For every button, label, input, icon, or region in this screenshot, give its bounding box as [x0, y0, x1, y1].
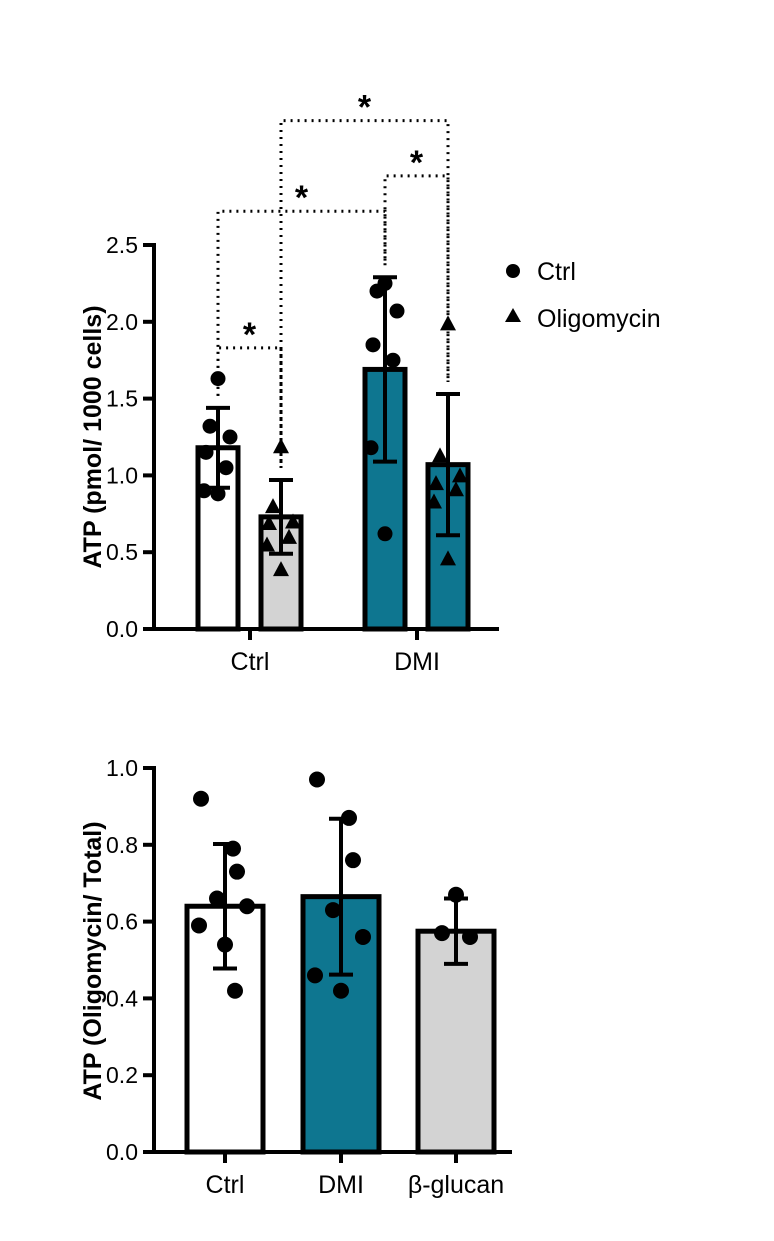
- legend: Ctrl Oligomycin: [505, 258, 661, 333]
- data-point: [355, 929, 371, 945]
- y-tick-label: 0.2: [106, 1062, 138, 1088]
- y-tick-label: 0.5: [106, 539, 138, 565]
- x-category-label: DMI: [318, 1171, 364, 1199]
- data-point: [370, 284, 385, 299]
- y-axis-title: ATP (pmol/ 1000 cells): [79, 305, 107, 568]
- data-point: [225, 841, 241, 857]
- data-point: [386, 353, 401, 368]
- data-point: [229, 864, 245, 880]
- y-tick-label: 2.5: [106, 232, 138, 258]
- legend-label-ctrl: Ctrl: [537, 258, 576, 286]
- data-point: [307, 967, 323, 983]
- y-tick-label: 1.5: [106, 386, 138, 412]
- data-point: [448, 887, 464, 903]
- x-category-label: Ctrl: [231, 648, 270, 676]
- data-point: [191, 917, 207, 933]
- data-point: [390, 304, 405, 319]
- significance-star: *: [358, 89, 372, 127]
- data-point: [432, 447, 448, 462]
- significance-star: *: [295, 179, 309, 217]
- significance-star: *: [243, 316, 257, 354]
- data-point: [199, 445, 214, 460]
- y-axis-title: ATP (Oligomycin/ Total): [79, 821, 107, 1100]
- x-category-label: DMI: [394, 648, 440, 676]
- atp-per-cells-chart: ATP (pmol/ 1000 cells) Ctrl Oligomycin 0…: [79, 89, 661, 676]
- legend-marker-triangle: [505, 308, 521, 322]
- data-point: [462, 929, 478, 945]
- data-point: [211, 486, 226, 501]
- significance-bracket: [218, 211, 385, 396]
- y-tick-label: 2.0: [106, 309, 138, 335]
- data-point: [364, 440, 379, 455]
- data-point: [193, 791, 209, 807]
- x-category-label: Ctrl: [206, 1171, 245, 1199]
- y-tick-label: 0.0: [106, 616, 138, 642]
- atp-ratio-chart: ATP (Oligomycin/ Total) 0.0 0.2 0.4 0.6 0.8 1…: [79, 755, 512, 1199]
- data-point: [223, 430, 238, 445]
- data-point: [219, 460, 234, 475]
- data-point: [197, 483, 212, 498]
- data-point: [325, 902, 341, 918]
- data-point: [265, 498, 281, 513]
- data-point: [217, 937, 233, 953]
- y-tick-label: 0.0: [106, 1139, 138, 1165]
- data-point: [209, 891, 225, 907]
- data-point: [203, 419, 218, 434]
- significance-star: *: [410, 144, 424, 182]
- data-point: [333, 983, 349, 999]
- y-tick-label: 0.8: [106, 832, 138, 858]
- data-point: [227, 983, 243, 999]
- y-tick-label: 0.4: [106, 985, 138, 1011]
- legend-label-oligomycin: Oligomycin: [537, 305, 661, 333]
- data-point: [239, 898, 255, 914]
- x-category-label: β-glucan: [408, 1171, 504, 1199]
- data-point: [434, 925, 450, 941]
- data-point: [366, 337, 381, 352]
- y-tick-label: 1.0: [106, 755, 138, 781]
- data-point: [378, 526, 393, 541]
- data-point: [341, 810, 357, 826]
- legend-marker-circle: [506, 264, 520, 278]
- data-point: [345, 852, 361, 868]
- y-tick-label: 0.6: [106, 909, 138, 935]
- y-tick-label: 1.0: [106, 462, 138, 488]
- data-point: [309, 772, 325, 788]
